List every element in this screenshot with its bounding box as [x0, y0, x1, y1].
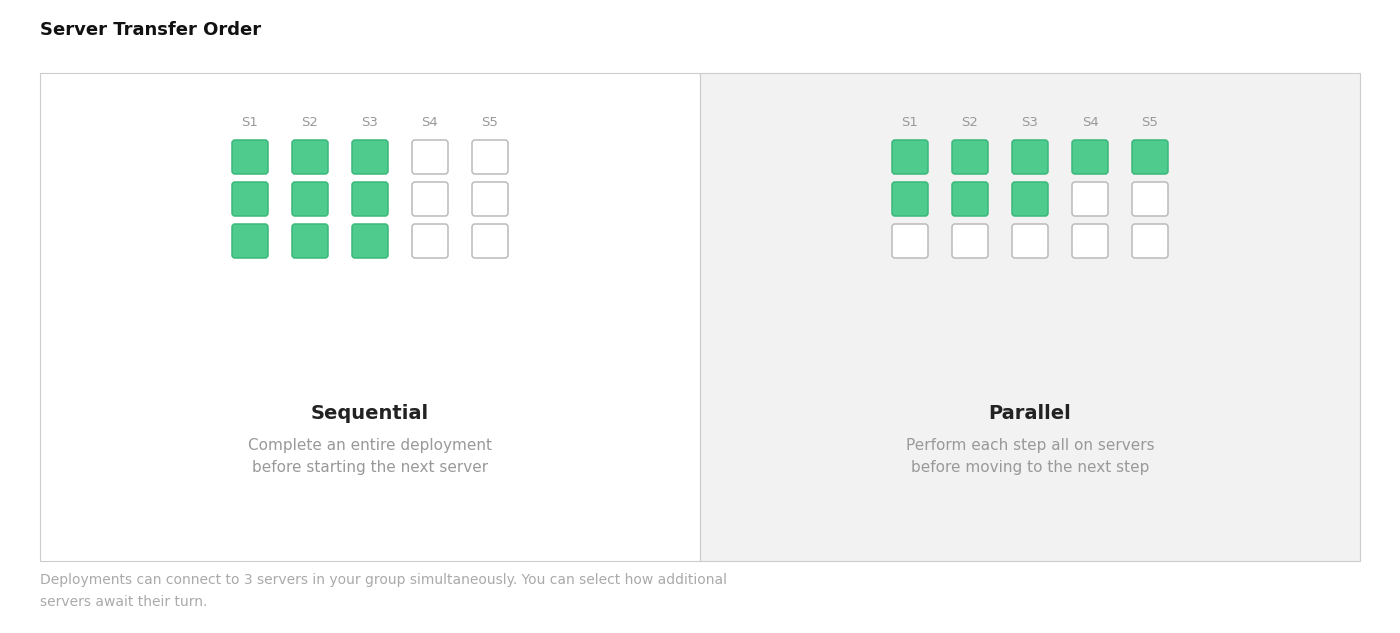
FancyBboxPatch shape	[1012, 182, 1049, 216]
FancyBboxPatch shape	[232, 140, 267, 174]
Text: S4: S4	[421, 116, 438, 129]
FancyBboxPatch shape	[351, 140, 388, 174]
Text: S3: S3	[1022, 116, 1039, 129]
Text: S2: S2	[301, 116, 318, 129]
FancyBboxPatch shape	[472, 224, 508, 258]
Text: Deployments can connect to 3 servers in your group simultaneously. You can selec: Deployments can connect to 3 servers in …	[41, 573, 727, 609]
Text: S3: S3	[361, 116, 378, 129]
FancyBboxPatch shape	[952, 224, 988, 258]
FancyBboxPatch shape	[1133, 224, 1168, 258]
FancyBboxPatch shape	[351, 224, 388, 258]
FancyBboxPatch shape	[472, 140, 508, 174]
FancyBboxPatch shape	[412, 140, 448, 174]
FancyBboxPatch shape	[293, 224, 328, 258]
FancyBboxPatch shape	[351, 182, 388, 216]
FancyBboxPatch shape	[41, 73, 700, 561]
FancyBboxPatch shape	[412, 224, 448, 258]
FancyBboxPatch shape	[1072, 224, 1107, 258]
FancyBboxPatch shape	[293, 140, 328, 174]
FancyBboxPatch shape	[232, 182, 267, 216]
FancyBboxPatch shape	[412, 182, 448, 216]
FancyBboxPatch shape	[1133, 140, 1168, 174]
FancyBboxPatch shape	[952, 140, 988, 174]
Text: Server Transfer Order: Server Transfer Order	[41, 21, 262, 39]
Text: S4: S4	[1082, 116, 1099, 129]
Text: S5: S5	[482, 116, 498, 129]
Text: S1: S1	[242, 116, 259, 129]
FancyBboxPatch shape	[952, 182, 988, 216]
FancyBboxPatch shape	[892, 224, 928, 258]
FancyBboxPatch shape	[892, 182, 928, 216]
Text: Parallel: Parallel	[988, 404, 1071, 423]
FancyBboxPatch shape	[472, 182, 508, 216]
FancyBboxPatch shape	[892, 140, 928, 174]
Text: Complete an entire deployment
before starting the next server: Complete an entire deployment before sta…	[248, 438, 491, 475]
FancyBboxPatch shape	[1012, 140, 1049, 174]
Text: Perform each step all on servers
before moving to the next step: Perform each step all on servers before …	[906, 438, 1155, 475]
FancyBboxPatch shape	[1072, 140, 1107, 174]
Text: S2: S2	[962, 116, 979, 129]
Text: S1: S1	[902, 116, 918, 129]
FancyBboxPatch shape	[232, 224, 267, 258]
FancyBboxPatch shape	[700, 73, 1359, 561]
FancyBboxPatch shape	[1012, 224, 1049, 258]
Text: S5: S5	[1141, 116, 1158, 129]
FancyBboxPatch shape	[293, 182, 328, 216]
FancyBboxPatch shape	[1072, 182, 1107, 216]
FancyBboxPatch shape	[1133, 182, 1168, 216]
Text: Sequential: Sequential	[311, 404, 428, 423]
